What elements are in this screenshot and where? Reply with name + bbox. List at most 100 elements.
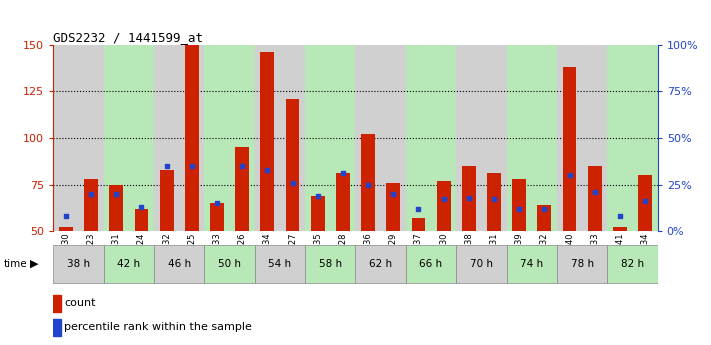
Point (513, 206, 525, 211)
Bar (431, 45, 456, 231)
Bar (557, 245, 607, 283)
Bar (205, 245, 255, 283)
Bar (205, 45, 230, 231)
Bar (462, 166, 476, 231)
Bar (235, 147, 249, 231)
Point (186, 163, 198, 169)
Bar (456, 245, 506, 283)
Bar (53, 45, 78, 231)
Bar (356, 245, 406, 283)
Bar (538, 205, 551, 231)
Point (161, 163, 172, 169)
Text: 78 h: 78 h (570, 259, 594, 269)
Bar (456, 45, 481, 231)
Bar (53, 319, 61, 336)
Bar (311, 196, 325, 231)
Text: time: time (4, 259, 27, 269)
Bar (406, 245, 456, 283)
Point (237, 163, 248, 169)
Point (589, 189, 600, 195)
Bar (607, 245, 658, 283)
Bar (59, 227, 73, 231)
Bar (633, 45, 658, 231)
Point (111, 191, 122, 197)
Bar (386, 183, 400, 231)
Text: percentile rank within the sample: percentile rank within the sample (64, 322, 252, 332)
Bar (336, 174, 350, 231)
Point (337, 171, 348, 176)
Bar (412, 218, 425, 231)
Bar (154, 45, 179, 231)
Text: 46 h: 46 h (168, 259, 191, 269)
Text: 70 h: 70 h (470, 259, 493, 269)
Bar (305, 45, 331, 231)
Bar (506, 45, 532, 231)
Point (488, 197, 500, 202)
Bar (305, 245, 356, 283)
Bar (255, 245, 305, 283)
Bar (588, 166, 602, 231)
Text: 74 h: 74 h (520, 259, 543, 269)
Bar (179, 45, 205, 231)
Bar (481, 45, 506, 231)
Bar (104, 245, 154, 283)
Point (539, 206, 550, 211)
Point (463, 195, 474, 200)
Point (211, 200, 223, 206)
Text: 82 h: 82 h (621, 259, 644, 269)
Point (85, 191, 97, 197)
Bar (557, 45, 582, 231)
Bar (361, 134, 375, 231)
Bar (260, 52, 274, 231)
Point (363, 182, 374, 187)
Bar (109, 185, 123, 231)
Text: count: count (64, 298, 95, 308)
Point (413, 206, 424, 211)
Point (614, 214, 626, 219)
Point (262, 167, 273, 172)
Bar (210, 203, 224, 231)
Bar (607, 45, 633, 231)
Bar (562, 67, 577, 231)
Bar (134, 209, 149, 231)
Point (438, 197, 449, 202)
Bar (78, 45, 104, 231)
Point (312, 193, 324, 198)
Text: 62 h: 62 h (369, 259, 392, 269)
Text: 50 h: 50 h (218, 259, 241, 269)
Bar (380, 45, 406, 231)
Bar (331, 45, 356, 231)
Point (287, 180, 298, 186)
Text: 58 h: 58 h (319, 259, 342, 269)
Bar (286, 99, 299, 231)
Bar (154, 245, 205, 283)
Point (639, 199, 651, 204)
Point (136, 204, 147, 210)
Bar (185, 45, 199, 231)
Bar (160, 170, 173, 231)
Bar (230, 45, 255, 231)
Bar (506, 245, 557, 283)
Bar (406, 45, 431, 231)
Bar (356, 45, 380, 231)
Bar (638, 175, 652, 231)
Bar (53, 245, 104, 283)
Bar (487, 174, 501, 231)
Point (60, 214, 72, 219)
Bar (129, 45, 154, 231)
Bar (437, 181, 451, 231)
Bar (613, 227, 627, 231)
Bar (532, 45, 557, 231)
Bar (104, 45, 129, 231)
Bar (53, 295, 61, 312)
Point (564, 172, 575, 178)
Text: GDS2232 / 1441599_at: GDS2232 / 1441599_at (53, 31, 203, 44)
Bar (512, 179, 526, 231)
Text: 66 h: 66 h (419, 259, 443, 269)
Bar (255, 45, 280, 231)
Bar (280, 45, 305, 231)
Text: ▶: ▶ (30, 259, 38, 269)
Text: 54 h: 54 h (268, 259, 292, 269)
Text: 38 h: 38 h (67, 259, 90, 269)
Text: 42 h: 42 h (117, 259, 141, 269)
